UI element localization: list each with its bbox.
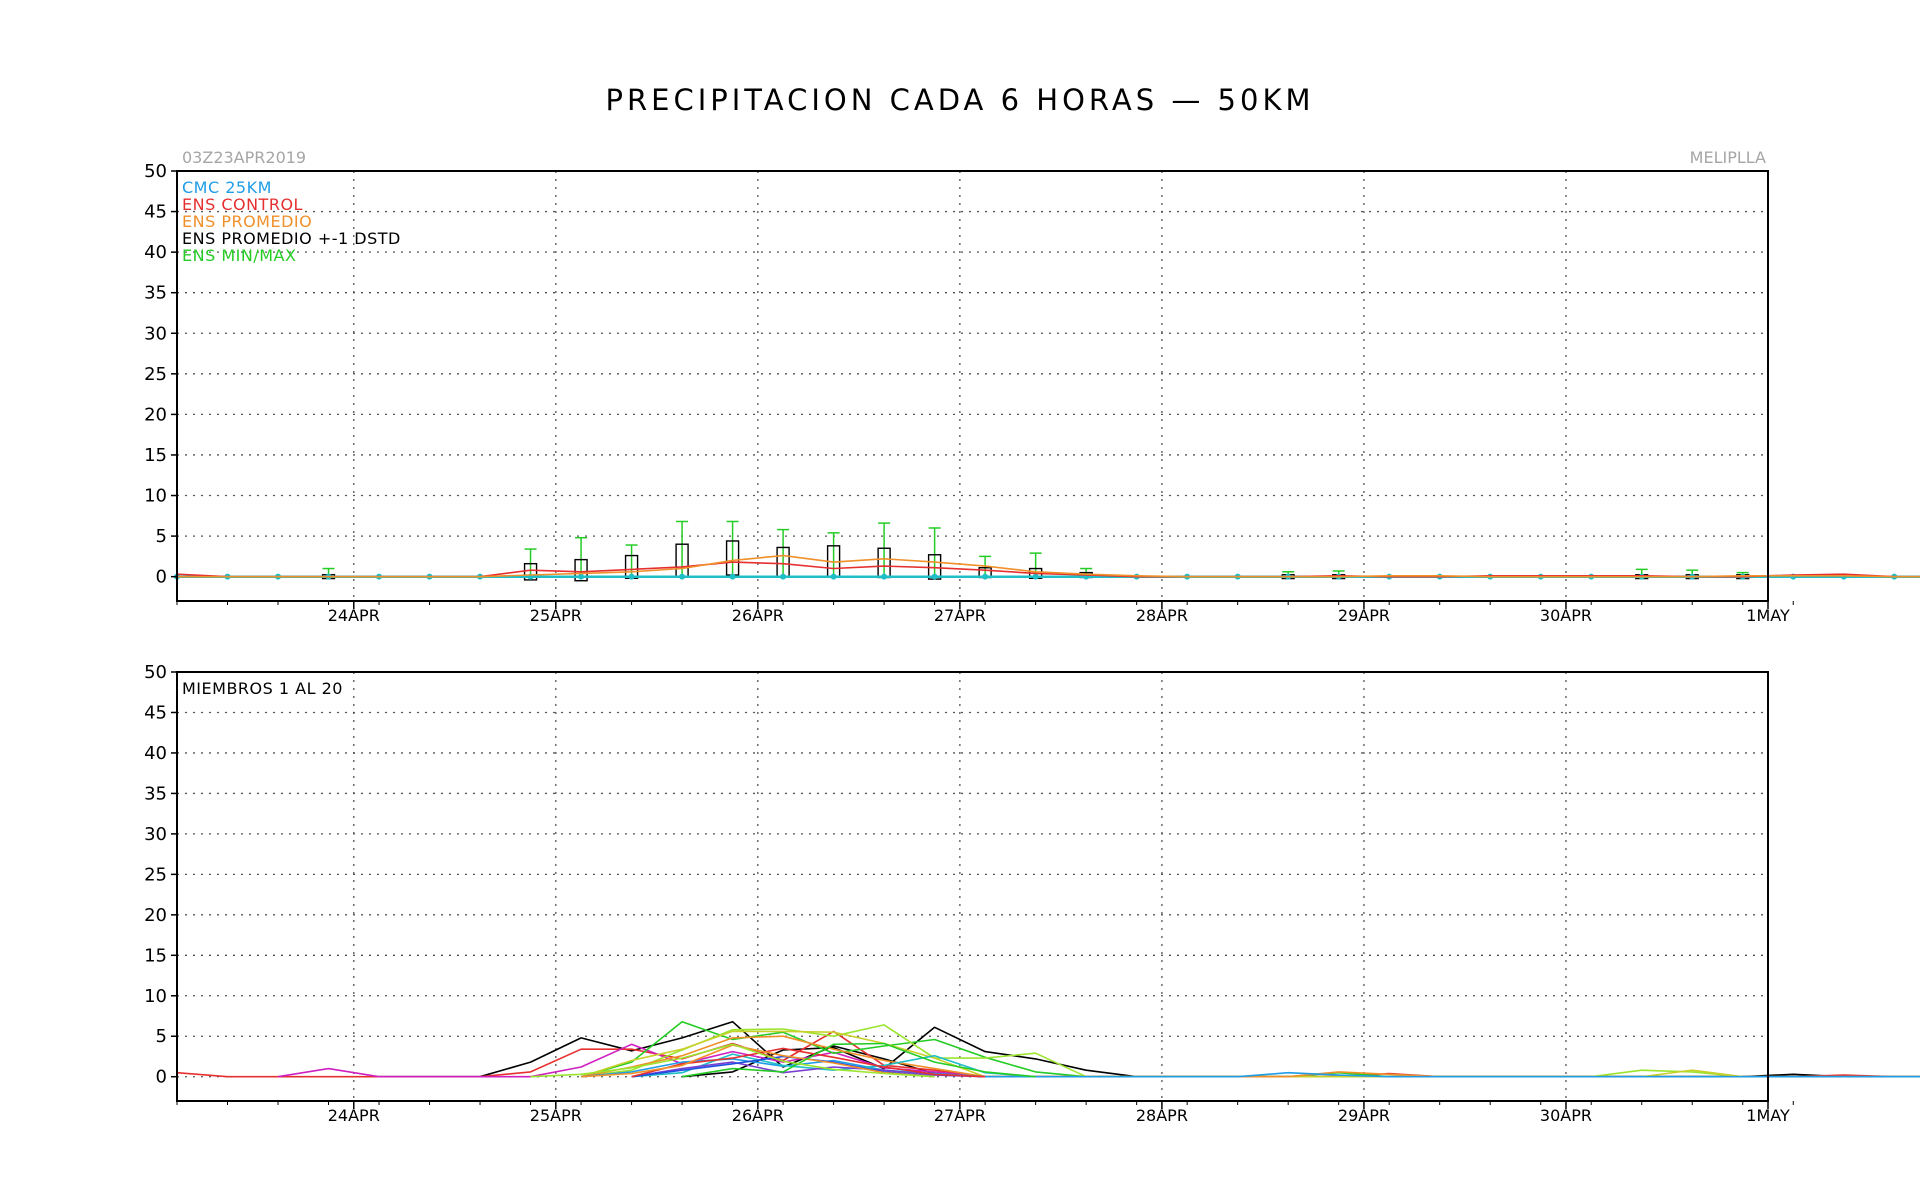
series-line-m5: [580, 1020, 1920, 1078]
ytick-label: 15: [144, 945, 167, 966]
xtick-label: 30APR: [1540, 1106, 1592, 1125]
ytick-label: 0: [156, 567, 167, 588]
cmc-point: [1032, 573, 1039, 580]
series-line-m16: [530, 1043, 935, 1078]
xtick-label: 1MAY: [1746, 1106, 1790, 1125]
members-annotation: MIEMBROS 1 AL 20: [182, 679, 343, 698]
axes: 0 5 10 15 20 25 30 35 40 45 50 24APR 25APR 26APR 27APR…: [144, 662, 1794, 1125]
series-lines: [176, 1020, 1920, 1078]
xtick-label: 24APR: [328, 1106, 380, 1125]
cmc-point: [780, 573, 787, 580]
xtick-label: 24APR: [328, 606, 380, 625]
std-box: [574, 558, 588, 582]
series-line-m7: [580, 1030, 1743, 1078]
xtick-label: 27APR: [934, 1106, 986, 1125]
panel-members: MIEMBROS 1 AL 20 0 5 10 15 20 25 30 35 40 45 50 24A…: [144, 662, 1920, 1125]
ytick-label: 30: [144, 824, 167, 845]
grid-lines: [177, 170, 1768, 601]
ytick-label: 20: [144, 404, 167, 425]
series-lines: [174, 554, 1920, 580]
ytick-label: 35: [144, 783, 167, 804]
ytick-label: 15: [144, 445, 167, 466]
axes: 0 5 10 15 20 25 30 35 40 45 50 24APR 25APR 26APR 27APR…: [144, 161, 1794, 625]
legend-entry-control: ENS CONTROL: [182, 195, 303, 214]
xtick-label: 28APR: [1136, 1106, 1188, 1125]
ytick-label: 50: [144, 161, 167, 182]
ytick-label: 5: [156, 526, 167, 547]
series-line-m14: [581, 1044, 935, 1078]
xtick-label: 27APR: [934, 606, 986, 625]
ytick-label: 50: [144, 662, 167, 683]
ytick-label: 0: [156, 1067, 167, 1088]
legend-entry-minmax: ENS MIN/MAX: [182, 246, 296, 265]
ytick-label: 25: [144, 364, 167, 385]
ytick-label: 45: [144, 202, 167, 223]
xtick-label: 25APR: [530, 1106, 582, 1125]
grid-lines: [177, 671, 1768, 1101]
ytick-label: 5: [156, 1026, 167, 1047]
cmc-point: [628, 573, 635, 580]
cmc-point: [830, 573, 837, 580]
legend-entry-dstd: ENS PROMEDIO +-1 DSTD: [182, 229, 401, 248]
cmc-point: [679, 573, 686, 580]
location-label: MELIPLLA: [1690, 148, 1766, 167]
ytick-label: 40: [144, 743, 167, 764]
series-line-m3: [176, 1030, 1920, 1078]
cmc-point: [931, 573, 938, 580]
xtick-label: 1MAY: [1746, 606, 1790, 625]
xtick-label: 29APR: [1338, 606, 1390, 625]
legend: CMC 25KM ENS CONTROL ENS PROMEDIO ENS PR…: [182, 178, 401, 265]
ytick-label: 10: [144, 486, 167, 507]
ytick-label: 10: [144, 986, 167, 1007]
legend-entry-cmc: CMC 25KM: [182, 178, 272, 197]
ytick-label: 20: [144, 905, 167, 926]
ytick-label: 30: [144, 323, 167, 344]
run-timestamp-label: 03Z23APR2019: [182, 148, 306, 167]
xtick-label: 29APR: [1338, 1106, 1390, 1125]
xtick-label: 30APR: [1540, 606, 1592, 625]
ytick-label: 25: [144, 864, 167, 885]
xtick-label: 28APR: [1136, 606, 1188, 625]
xtick-label: 26APR: [732, 1106, 784, 1125]
series-line-m15: [681, 1042, 1036, 1078]
plot-frame-bottom: [176, 671, 1769, 1102]
ytick-label: 40: [144, 242, 167, 263]
ytick-label: 45: [144, 702, 167, 723]
ytick-label: 35: [144, 283, 167, 304]
xtick-label: 25APR: [530, 606, 582, 625]
series-line-control: [176, 561, 1920, 578]
panel-ensemble-stats: 03Z23APR2019 MELIPLLA 0 5 10 15 20 25 30 35 40 45…: [144, 148, 1920, 625]
legend-entry-promedio: ENS PROMEDIO: [182, 212, 312, 231]
cmc-point: [881, 573, 888, 580]
xtick-label: 26APR: [732, 606, 784, 625]
chart-title: PRECIPITACION CADA 6 HORAS — 50KM: [606, 83, 1315, 117]
cmc-point: [982, 573, 989, 580]
series-line-m11: [631, 1061, 986, 1078]
cmc-point: [729, 573, 736, 580]
cmc-point: [578, 573, 585, 580]
plot-frame-top: [176, 170, 1769, 602]
std-box: [523, 562, 538, 581]
